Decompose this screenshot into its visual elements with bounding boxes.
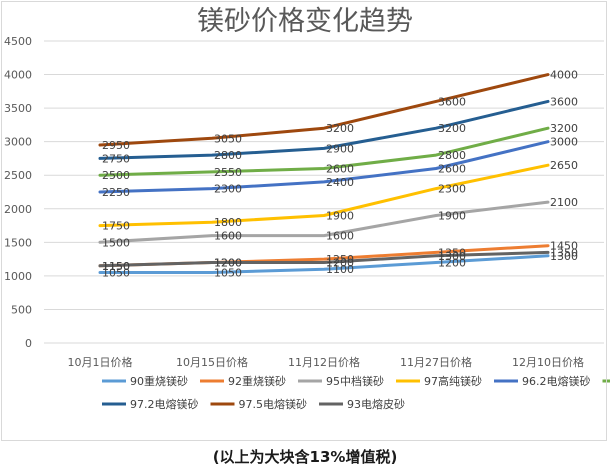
x-tick-label: 10月15日价格 bbox=[176, 355, 248, 369]
data-label: 1100 bbox=[326, 263, 354, 276]
series-line bbox=[98, 73, 550, 147]
data-label: 1200 bbox=[214, 256, 242, 269]
data-label: 3200 bbox=[438, 122, 466, 135]
series-line bbox=[98, 140, 550, 194]
data-label: 3200 bbox=[326, 122, 354, 135]
y-tick-label: 4000 bbox=[4, 69, 32, 82]
legend-label: 90重烧镁砂 bbox=[130, 374, 188, 388]
series-line bbox=[98, 200, 550, 244]
data-label: 1050 bbox=[102, 267, 130, 280]
x-tick-label: 12月10日价格 bbox=[512, 355, 584, 369]
data-label: 1900 bbox=[438, 209, 466, 222]
data-label: 1450 bbox=[550, 240, 578, 253]
series-line bbox=[98, 163, 550, 228]
data-label: 1800 bbox=[214, 216, 242, 229]
legend-label: 95中档镁砂 bbox=[326, 374, 384, 388]
y-tick-label: 2500 bbox=[4, 169, 32, 182]
y-tick-label: 3000 bbox=[4, 136, 32, 149]
y-tick-label: 500 bbox=[11, 303, 32, 316]
legend-label: 92重烧镁砂 bbox=[228, 374, 286, 388]
data-label: 1300 bbox=[550, 250, 578, 263]
data-label: 1200 bbox=[326, 256, 354, 269]
footnote: (以上为大块含13%增值税) bbox=[212, 448, 398, 466]
data-label: 4000 bbox=[550, 69, 578, 82]
data-label: 1750 bbox=[102, 220, 130, 233]
data-label: 3200 bbox=[550, 122, 578, 135]
data-label: 1300 bbox=[438, 250, 466, 263]
data-label: 2300 bbox=[438, 183, 466, 196]
data-label: 1200 bbox=[214, 256, 242, 269]
y-tick-label: 2000 bbox=[4, 203, 32, 216]
x-tick-label: 11月12日价格 bbox=[288, 355, 360, 369]
data-label: 3600 bbox=[550, 95, 578, 108]
y-tick-label: 1500 bbox=[4, 236, 32, 249]
data-label: 2400 bbox=[326, 176, 354, 189]
legend-label: 97高纯镁砂 bbox=[424, 374, 482, 388]
data-label: 3000 bbox=[550, 136, 578, 149]
data-label: 3600 bbox=[438, 95, 466, 108]
y-tick-label: 1000 bbox=[4, 270, 32, 283]
data-label: 2600 bbox=[326, 163, 354, 176]
x-tick-label: 11月27日价格 bbox=[400, 355, 472, 369]
data-label: 1500 bbox=[102, 236, 130, 249]
data-label: 2650 bbox=[550, 159, 578, 172]
data-label: 2500 bbox=[102, 169, 130, 182]
data-label: 2750 bbox=[102, 152, 130, 165]
legend-label: 97.5电熔镁砂 bbox=[239, 397, 308, 411]
data-label: 1050 bbox=[214, 267, 242, 280]
data-label: 1200 bbox=[438, 256, 466, 269]
data-label: 2300 bbox=[214, 183, 242, 196]
data-label: 2900 bbox=[326, 142, 354, 155]
data-label: 2800 bbox=[438, 149, 466, 162]
line-chart: 镁砂价格变化趋势 0 500 1000 1500 2000 2500 3000 3500 4000… bbox=[4, 6, 610, 411]
data-label: 2800 bbox=[214, 149, 242, 162]
series-line bbox=[98, 254, 550, 274]
data-label: 2550 bbox=[214, 166, 242, 179]
x-tick-label: 10月1日价格 bbox=[68, 355, 133, 369]
data-label: 2250 bbox=[102, 186, 130, 199]
data-label: 2100 bbox=[550, 196, 578, 209]
data-label: 1600 bbox=[214, 230, 242, 243]
data-label: 1350 bbox=[550, 246, 578, 259]
y-tick-label: 3500 bbox=[4, 102, 32, 115]
data-label: 1250 bbox=[326, 253, 354, 266]
data-label: 1350 bbox=[438, 246, 466, 259]
legend-label: 96.2电熔镁砂 bbox=[522, 374, 591, 388]
data-label: 1600 bbox=[326, 230, 354, 243]
legend-label: 93电熔皮砂 bbox=[347, 397, 405, 411]
data-label: 1150 bbox=[102, 260, 130, 273]
data-label: 1900 bbox=[326, 209, 354, 222]
data-label: 2950 bbox=[102, 139, 130, 152]
y-tick-label: 0 bbox=[25, 337, 32, 350]
data-label: 2600 bbox=[438, 163, 466, 176]
data-label: 1150 bbox=[102, 260, 130, 273]
series-line bbox=[98, 99, 550, 160]
y-tick-label: 4500 bbox=[4, 35, 32, 48]
chart-title: 镁砂价格变化趋势 bbox=[197, 6, 413, 37]
legend-label: 97.2电熔镁砂 bbox=[130, 397, 199, 411]
series-line bbox=[98, 250, 550, 268]
data-label: 3050 bbox=[214, 132, 242, 145]
series-line bbox=[98, 126, 550, 177]
